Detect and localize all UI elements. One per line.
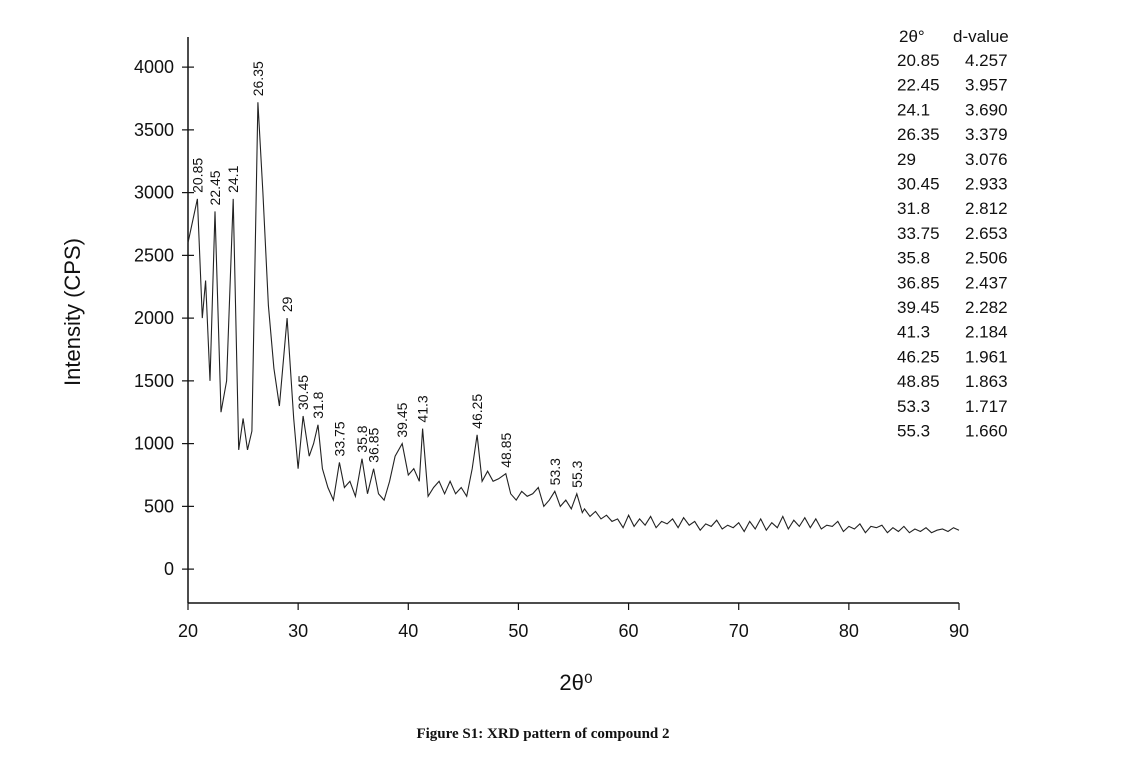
x-tick-label: 90	[949, 621, 969, 641]
peak-label: 22.45	[207, 170, 223, 205]
y-tick-label: 2000	[134, 308, 174, 328]
peak-label: 46.25	[469, 394, 485, 429]
y-tick-label: 0	[164, 559, 174, 579]
peak-label: 26.35	[250, 61, 266, 96]
peak-label: 29	[279, 296, 295, 312]
peak-label: 30.45	[295, 375, 311, 410]
x-tick-label: 20	[178, 621, 198, 641]
table-cell: 46.25	[897, 347, 940, 366]
table-cell: 29	[897, 150, 916, 169]
y-tick-label: 3000	[134, 183, 174, 203]
table-cell: 20.85	[897, 51, 940, 70]
table-cell: 2.653	[965, 224, 1008, 243]
peak-label: 53.3	[547, 458, 563, 485]
peak-label: 33.75	[331, 421, 347, 456]
table-cell: 3.690	[965, 100, 1008, 119]
table-cell: 22.45	[897, 76, 940, 95]
x-tick-label: 80	[839, 621, 859, 641]
table-cell: 2.184	[965, 323, 1008, 342]
table-cell: 30.45	[897, 175, 940, 194]
table-cell: 55.3	[897, 422, 930, 441]
x-axis-label: 2θ⁰	[559, 670, 592, 695]
table-cell: 2.437	[965, 273, 1008, 292]
table-cell: 33.75	[897, 224, 940, 243]
table-cell: 1.660	[965, 422, 1008, 441]
table-cell: 48.85	[897, 372, 940, 391]
x-tick-label: 50	[508, 621, 528, 641]
table-cell: 3.379	[965, 125, 1008, 144]
x-tick-label: 70	[729, 621, 749, 641]
table-cell: 1.717	[965, 397, 1008, 416]
y-axis-label: Intensity (CPS)	[60, 238, 85, 386]
table-cell: 53.3	[897, 397, 930, 416]
table-cell: 3.076	[965, 150, 1008, 169]
table-header: 2θ°	[899, 27, 925, 46]
table-cell: 2.812	[965, 199, 1008, 218]
peak-label: 31.8	[310, 391, 326, 418]
y-tick-label: 2500	[134, 245, 174, 265]
table-cell: 31.8	[897, 199, 930, 218]
table-cell: 1.863	[965, 372, 1008, 391]
table-cell: 2.933	[965, 175, 1008, 194]
peak-label: 24.1	[225, 165, 241, 192]
peak-label: 55.3	[569, 460, 585, 487]
x-tick-label: 60	[619, 621, 639, 641]
table-cell: 39.45	[897, 298, 940, 317]
x-tick-label: 30	[288, 621, 308, 641]
table-cell: 41.3	[897, 323, 930, 342]
y-tick-label: 4000	[134, 57, 174, 77]
peak-label: 20.85	[189, 158, 205, 193]
peak-label: 36.85	[366, 427, 382, 462]
peak-label: 39.45	[394, 402, 410, 437]
peak-label: 41.3	[415, 395, 431, 422]
table-cell: 26.35	[897, 125, 940, 144]
table-cell: 2.506	[965, 249, 1008, 268]
xrd-trace	[187, 102, 960, 534]
y-tick-label: 1500	[134, 371, 174, 391]
table-cell: 3.957	[965, 76, 1008, 95]
table-cell: 36.85	[897, 273, 940, 292]
table-cell: 2.282	[965, 298, 1008, 317]
y-tick-label: 1000	[134, 434, 174, 454]
x-tick-label: 40	[398, 621, 418, 641]
y-tick-label: 3500	[134, 120, 174, 140]
table-cell: 1.961	[965, 347, 1008, 366]
peak-label: 48.85	[498, 432, 514, 467]
table-cell: 24.1	[897, 100, 930, 119]
y-tick-label: 500	[144, 496, 174, 516]
table-cell: 4.257	[965, 51, 1008, 70]
table-cell: 35.8	[897, 249, 930, 268]
table-header: d-value	[953, 27, 1009, 46]
figure-caption: Figure S1: XRD pattern of compound 2	[416, 726, 669, 742]
peak-label: 35.8	[354, 425, 370, 452]
